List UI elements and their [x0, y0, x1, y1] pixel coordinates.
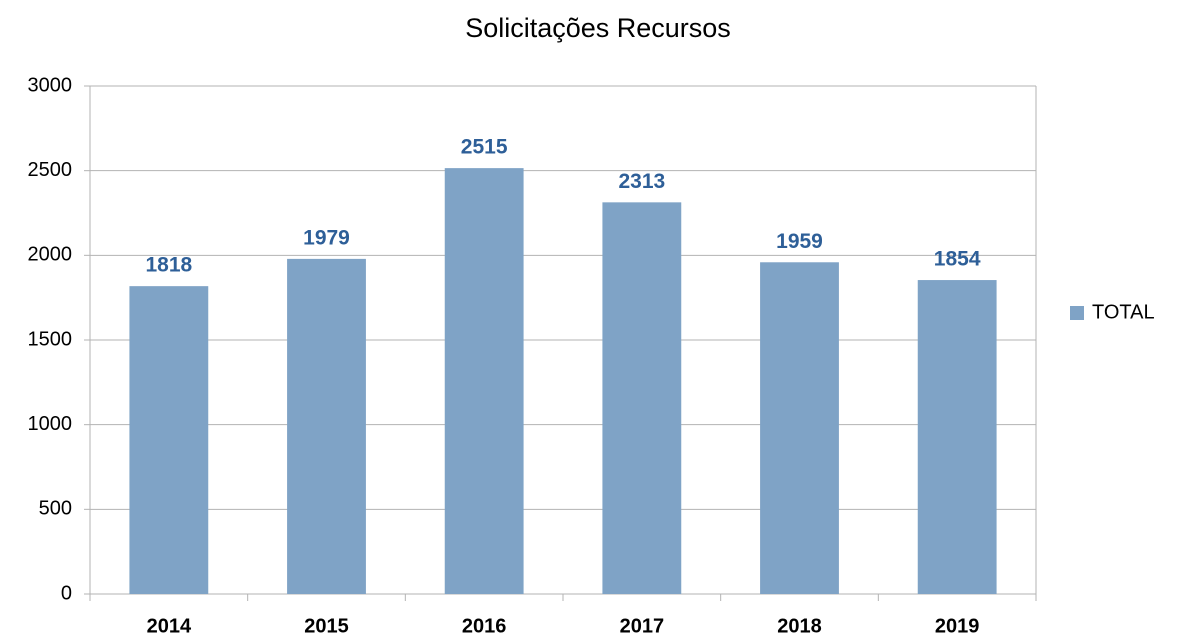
bar: [917, 280, 997, 594]
bar: [602, 202, 682, 594]
bar: [287, 258, 366, 594]
bar: [444, 168, 524, 595]
y-tick-label: 0: [61, 582, 72, 604]
y-tick-label: 2500: [28, 159, 73, 181]
legend-label: TOTAL: [1092, 301, 1155, 323]
bar: [760, 262, 839, 594]
data-label: 1854: [934, 248, 981, 271]
y-tick-label: 1000: [28, 413, 73, 435]
chart-title: Solicitações Recursos: [465, 13, 731, 43]
data-label: 2515: [461, 136, 508, 159]
x-tick-label: 2014: [147, 615, 192, 637]
data-label: 1959: [776, 230, 823, 253]
x-tick-label: 2016: [462, 615, 507, 637]
data-label: 1818: [145, 254, 192, 277]
y-tick-label: 2000: [28, 244, 73, 266]
x-tick-label: 2018: [777, 615, 822, 637]
y-tick-label: 3000: [28, 74, 73, 96]
x-tick-label: 2015: [304, 615, 349, 637]
y-tick-label: 500: [39, 498, 72, 520]
bar: [129, 286, 209, 594]
x-tick-label: 2017: [620, 615, 665, 637]
y-tick-label: 1500: [28, 328, 73, 350]
data-label: 2313: [618, 170, 665, 193]
data-label: 1979: [303, 226, 350, 249]
x-tick-label: 2019: [935, 615, 980, 637]
legend-swatch: [1070, 306, 1084, 320]
